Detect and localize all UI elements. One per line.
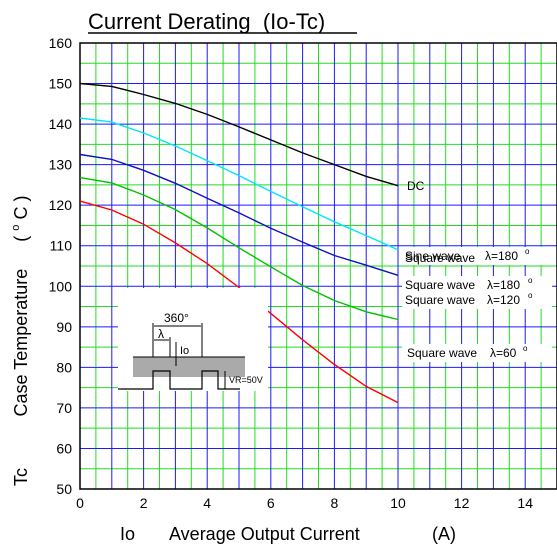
label-sq120-degree: o <box>528 291 533 300</box>
x-tick-labels: 0 2 4 6 8 10 12 14 <box>76 495 533 511</box>
label-sq180-text: Square wave <box>405 251 475 265</box>
inset-conduction-band <box>133 357 245 377</box>
y-tick-label: 120 <box>49 197 73 213</box>
label-sq120-angle: λ=120 <box>487 293 520 307</box>
x-tick-label: 14 <box>517 495 533 511</box>
x-tick-label: 8 <box>331 495 339 511</box>
label-sine-bg <box>402 247 552 265</box>
label-dc: DC <box>407 179 425 193</box>
series-line-dc <box>79 82 399 187</box>
label-square-120-group: Square wave λ=120 o <box>402 291 552 309</box>
x-axis-symbol: Io <box>120 524 135 544</box>
svg-text:Case Temperature (: Case Temperature ( o C ) <box>3 196 31 417</box>
label-sq180-angle: λ=180 <box>487 278 520 292</box>
y-axis-unit-c: C <box>11 207 31 220</box>
grid-minor-lines <box>80 43 557 489</box>
x-tick-label: 10 <box>390 495 406 511</box>
x-tick-label: 0 <box>76 495 84 511</box>
y-axis-paren-close: ) <box>11 196 31 202</box>
inset-vr-label: VR=50V <box>229 375 263 385</box>
y-tick-label: 80 <box>56 359 72 375</box>
series-layer <box>79 82 399 404</box>
y-tick-label: 50 <box>56 481 72 497</box>
series-line-sine-180 <box>79 117 399 251</box>
y-axis-symbol: Tc <box>11 468 31 486</box>
y-tick-label: 60 <box>56 440 72 456</box>
y-tick-label: 100 <box>49 278 73 294</box>
label-sq120-text: Square wave <box>405 293 475 307</box>
plot-frame <box>79 42 557 490</box>
label-sq180-bg2 <box>402 276 552 294</box>
x-axis-title: Average Output Current <box>169 524 360 544</box>
label-sq180-text2: Square wave <box>405 278 475 292</box>
y-axis-title: Case Temperature <box>11 269 31 417</box>
series-line-square-120 <box>79 176 399 321</box>
y-tick-label: 130 <box>49 157 73 173</box>
y-axis-label: Case Temperature ( o C ) <box>3 196 31 417</box>
label-sq60-degree: o <box>523 344 528 353</box>
inset-waveform <box>118 370 240 390</box>
x-tick-label: 6 <box>267 495 275 511</box>
y-tick-label: 140 <box>49 116 73 132</box>
y-tick-label: 150 <box>49 76 73 92</box>
x-tick-label: 12 <box>454 495 470 511</box>
label-sq60-text: Square wave <box>407 346 477 360</box>
label-sine-degree: o <box>525 247 530 256</box>
x-tick-label: 2 <box>140 495 148 511</box>
inset-lambda-label: λ <box>158 327 164 341</box>
x-axis-unit: (A) <box>432 524 456 544</box>
label-sine-text: Sine wave <box>405 249 461 263</box>
y-tick-label: 70 <box>56 400 72 416</box>
label-sq120-bg <box>402 291 552 309</box>
inset-io-label: Io <box>180 345 189 357</box>
x-tick-label: 4 <box>203 495 211 511</box>
label-square-180-group: Square wave λ=180 o <box>402 276 552 294</box>
label-sq60-angle: λ=60 <box>490 346 517 360</box>
label-sq60-bg <box>402 344 552 362</box>
y-axis-paren-open: ( <box>11 236 31 242</box>
y-tick-label: 110 <box>50 238 73 254</box>
y-tick-labels: 50 60 70 80 90 100 110 120 130 140 150 160 <box>49 35 73 497</box>
y-tick-label: 160 <box>49 35 73 51</box>
label-sq180-degree: o <box>528 276 533 285</box>
y-tick-label: 90 <box>56 319 72 335</box>
inset-period-label: 360° <box>164 311 189 325</box>
chart-title: Current Derating (Io-Tc) <box>88 9 325 34</box>
series-line-square-180 <box>79 153 399 276</box>
waveform-inset: 360° λ Io VR=50V <box>118 288 268 391</box>
label-sine-angle: λ=180 <box>485 249 518 263</box>
label-square-60-group: Square wave λ=60 o <box>402 344 552 362</box>
y-axis-unit-degree: o <box>10 225 22 231</box>
series-line-square-60 <box>79 200 399 404</box>
